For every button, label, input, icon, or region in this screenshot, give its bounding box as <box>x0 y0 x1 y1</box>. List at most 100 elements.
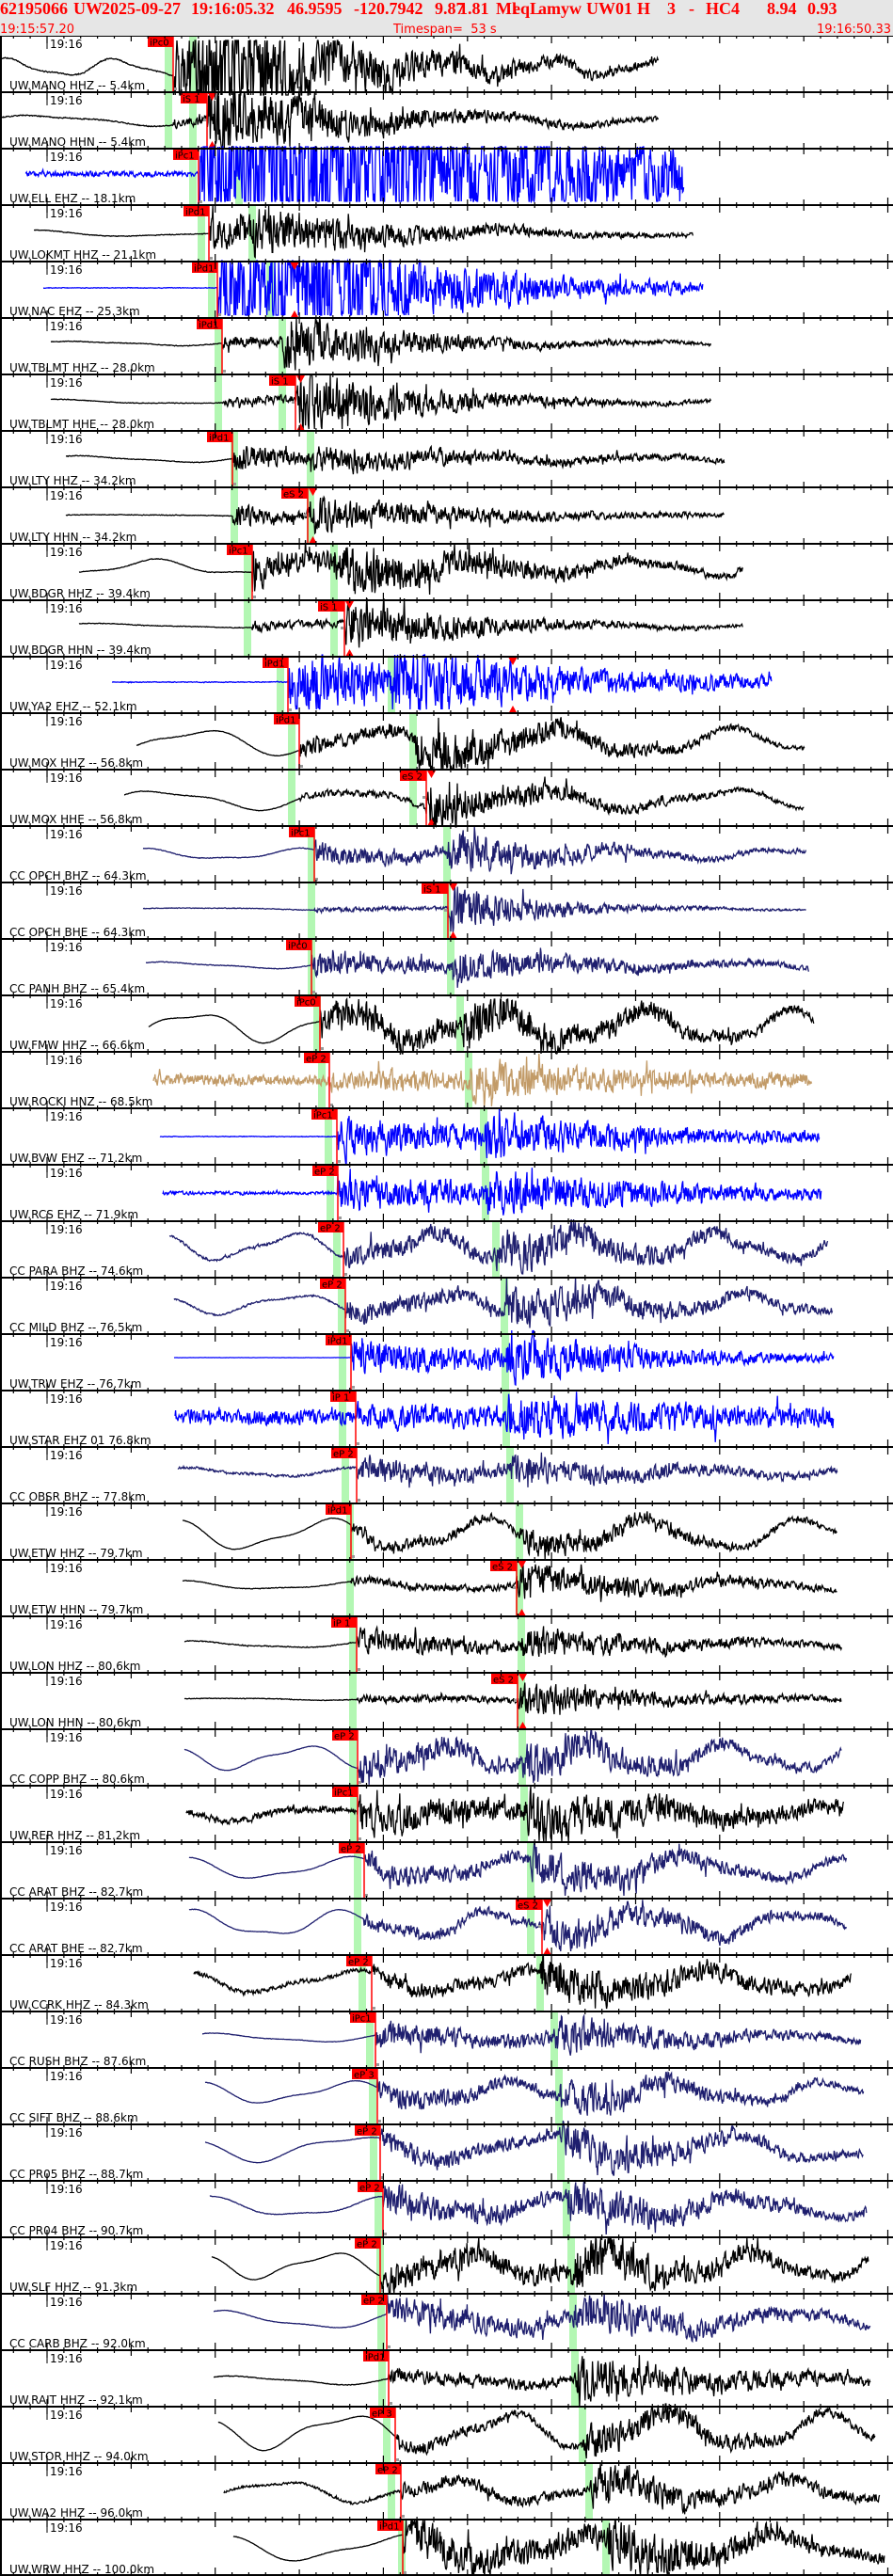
p-arrival-band <box>349 1616 357 1673</box>
pick-weight-marker <box>341 627 343 629</box>
pick-label-box <box>286 940 311 950</box>
p-arrival-band <box>288 713 295 770</box>
pick-label-box <box>346 1956 372 1966</box>
station-label: UW.ETW HHZ -- 79.7km <box>9 1547 143 1560</box>
pick-label-box <box>332 1730 358 1741</box>
pick-label: iP 1 <box>333 1619 350 1630</box>
pick-label: iPd1 <box>327 1506 348 1517</box>
minute-label: 19:16 <box>50 1731 83 1744</box>
station-label: UW.LON HHN -- 80.6km <box>9 1716 141 1729</box>
second-ticks <box>12 1327 889 1342</box>
trace-panel: iPc0 19:16 UW.MANO HHZ -- 5.4km <box>1 36 660 97</box>
p-arrival-band <box>378 2350 386 2407</box>
waveform-trace <box>183 1729 842 1785</box>
pick-weight-marker <box>359 1837 361 1840</box>
waveform-trace <box>162 1168 822 1216</box>
pick-weight-marker <box>376 2063 379 2066</box>
version: 01 <box>615 0 632 18</box>
pick-label: iPc1 <box>352 2014 372 2025</box>
pick-label-box <box>355 2125 380 2136</box>
s-arrival-band <box>550 2012 558 2068</box>
waveform-trace <box>213 2355 871 2409</box>
s-pick-marker-top-icon <box>208 93 216 101</box>
pick-label-box <box>331 1617 357 1628</box>
trace-panel: iPd1 19:16 UW.NAC EHZ -- 25.3km <box>9 258 704 318</box>
trace-panel: iPc1 19:16 UW.BDGR HHZ -- 39.4km <box>9 540 744 600</box>
second-ticks <box>12 1835 889 1850</box>
pick-label: iPc1 <box>291 829 311 839</box>
waveform-trace <box>185 1786 845 1842</box>
second-ticks <box>12 1044 889 1059</box>
pick-label-box <box>330 1391 356 1402</box>
second-ticks <box>12 141 889 156</box>
minute-label: 19:16 <box>50 2239 83 2252</box>
quality: C4 <box>719 0 740 18</box>
pick-weight-marker <box>357 1442 359 1445</box>
station-label: UW.CCRK HHZ -- 84.3km <box>9 1998 149 2012</box>
second-ticks <box>12 875 889 890</box>
station-label: CC PR05 BHZ -- 88.7km <box>9 2168 143 2181</box>
pick-weight-marker <box>223 370 226 373</box>
station-label: CC PR04 BHZ -- 90.7km <box>9 2224 143 2237</box>
minute-label: 19:16 <box>50 602 83 615</box>
second-ticks <box>12 2173 889 2188</box>
minute-label: 19:16 <box>50 1167 83 1180</box>
s-arrival-band <box>506 1447 514 1503</box>
second-ticks <box>12 1101 889 1116</box>
pick-weight-marker <box>381 2289 384 2292</box>
minute-label: 19:16 <box>50 2352 83 2365</box>
s-pick-marker-top-icon <box>345 601 354 609</box>
pick-weight-marker <box>174 87 177 90</box>
minute-label: 19:16 <box>50 659 83 672</box>
second-ticks <box>12 1665 889 1680</box>
trace-panel: iPd1 19:16 UW.YA2 EHZ -- 52.1km <box>9 654 773 713</box>
minute-label: 19:16 <box>50 2070 83 2083</box>
pick-label-box <box>263 658 288 668</box>
field-h1: H <box>637 0 651 18</box>
minute-label: 19:16 <box>50 828 83 841</box>
pick-weight-marker <box>344 1273 347 1276</box>
minute-label: 19:16 <box>50 1562 83 1575</box>
pick-label-box <box>355 2238 380 2249</box>
pick-label-box <box>352 2069 377 2079</box>
pick-label: iPd1 <box>365 2353 386 2363</box>
second-ticks <box>12 931 889 946</box>
station-label: UW.LTY HHZ -- 34.2km <box>9 474 136 487</box>
trace-panel: iPd1 19:16 UW.LTY HHZ -- 34.2km <box>9 431 726 487</box>
second-ticks <box>12 2343 889 2358</box>
p-arrival-band <box>244 600 251 657</box>
station-label: UW.MOX HHZ -- 56.8km <box>9 756 143 770</box>
waveform-trace <box>168 1218 829 1275</box>
s-pick-marker-top-icon <box>543 1900 551 1907</box>
p-arrival-band <box>383 2407 391 2463</box>
p-arrival-band <box>198 205 205 262</box>
longitude: -120.7942 <box>354 0 423 18</box>
second-ticks <box>12 1496 889 1511</box>
pick-label-box <box>197 319 222 329</box>
waveform-trace <box>183 1682 842 1715</box>
pick-label: eP 3 <box>354 2071 375 2081</box>
p-arrival-band <box>288 770 295 826</box>
pick-label: eS 2 <box>283 490 304 501</box>
pick-weight-marker <box>388 2345 391 2348</box>
pick-label-box <box>318 601 344 612</box>
pick-weight-marker <box>365 1894 368 1897</box>
trace-panel: iS 1 19:16 UW.MANO HHN -- 5.4km <box>1 92 660 149</box>
waveform-trace <box>111 654 773 710</box>
p-arrival-band <box>165 36 172 92</box>
s-pick-marker-top-icon <box>296 375 305 383</box>
pick-label-box <box>339 1843 364 1853</box>
minute-label: 19:16 <box>50 2126 83 2139</box>
pick-weight-marker <box>444 909 447 912</box>
waveform-trace <box>177 1452 838 1488</box>
window-start-time: 19:15:57.20 <box>0 23 75 37</box>
pick-label: iPd1 <box>185 208 206 218</box>
minute-label: 19:16 <box>50 1505 83 1519</box>
waveform-trace <box>50 315 712 371</box>
field-n: 3 <box>667 0 676 18</box>
pick-label: iPd1 <box>264 660 285 670</box>
pick-label-box <box>516 1900 542 1910</box>
pick-label: eS 2 <box>493 1676 514 1686</box>
pick-label: iPd1 <box>199 321 219 331</box>
trace-panel: eP 3 19:16 CC SIFT BHZ -- 88.6km <box>9 2068 865 2124</box>
